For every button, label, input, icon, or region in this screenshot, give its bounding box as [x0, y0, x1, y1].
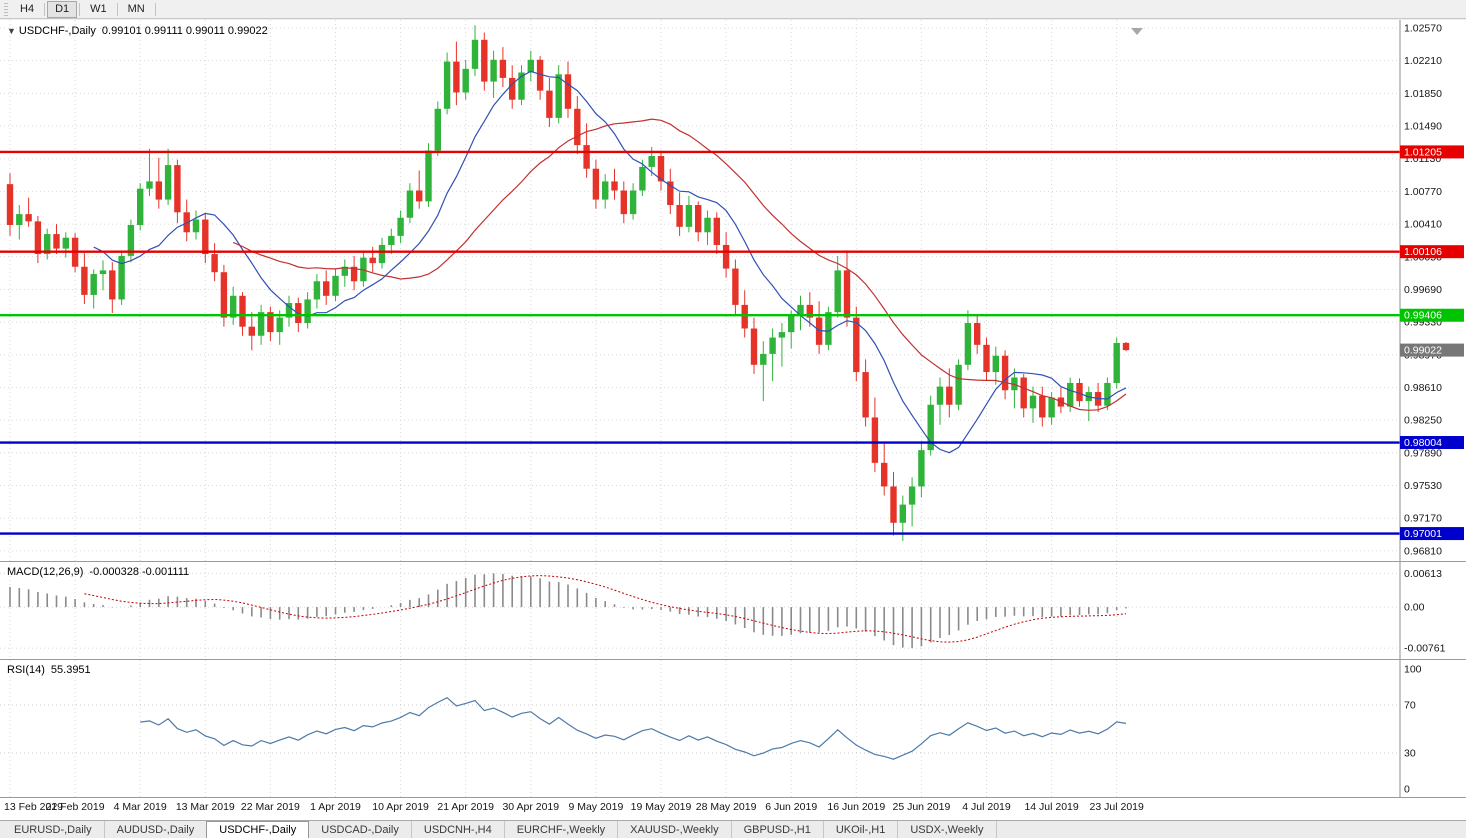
current-price-badge — [1400, 343, 1464, 357]
price-tick-label: 0.98610 — [1404, 382, 1442, 394]
svg-text:0.99406: 0.99406 — [1404, 310, 1442, 322]
period-button-d1[interactable]: D1 — [47, 0, 78, 18]
period-button-h4[interactable]: H4 — [20, 2, 35, 15]
chart-canvas[interactable]: 1.025701.022101.018501.014901.011301.007… — [0, 20, 1466, 820]
date-tick-label: 23 Jul 2019 — [1090, 801, 1144, 813]
period-button-w1[interactable]: W1 — [90, 2, 107, 15]
date-tick-label: 1 Apr 2019 — [310, 801, 361, 813]
rsi-line — [140, 696, 1127, 760]
chart-tab-audusd-daily[interactable]: AUDUSD-,Daily — [105, 821, 208, 838]
moving-average-10-line — [93, 70, 1127, 454]
price-tick-label: 1.00410 — [1404, 219, 1442, 231]
price-badge-0.98004 — [1400, 436, 1464, 450]
chart-tab-ukoil-h1[interactable]: UKOil-,H1 — [824, 821, 899, 838]
price-tick-label: 1.00770 — [1404, 186, 1442, 198]
date-tick-label: 10 Apr 2019 — [372, 801, 429, 813]
chart-tab-usdx-weekly[interactable]: USDX-,Weekly — [898, 821, 997, 838]
price-tick-label: 1.01490 — [1404, 121, 1442, 133]
date-tick-label: 4 Jul 2019 — [962, 801, 1011, 813]
rsi-axis-label: 30 — [1404, 748, 1416, 760]
price-tick-label: 0.97530 — [1404, 480, 1442, 492]
chart-area[interactable]: 1.02570 1.02210 1.01850 1.01490 1.01130 1.007… — [0, 20, 1466, 820]
price-axis[interactable]: 1.025701.022101.018501.014901.011301.007… — [1399, 20, 1464, 797]
chart-tab-eurusd-daily[interactable]: EURUSD-,Daily — [2, 821, 105, 838]
date-tick-label: 4 Mar 2019 — [114, 801, 167, 813]
chart-tab-gbpusd-h1[interactable]: GBPUSD-,H1 — [732, 821, 824, 838]
chart-tab-usdcad-daily[interactable]: USDCAD-,Daily — [309, 821, 412, 838]
toolbar-separator — [79, 2, 81, 16]
svg-text:1.00106: 1.00106 — [1404, 246, 1442, 258]
price-tick-label: 1.01850 — [1404, 88, 1442, 100]
date-tick-label: 9 May 2019 — [568, 801, 623, 813]
date-tick-label: 25 Jun 2019 — [892, 801, 950, 813]
candlestick-series[interactable] — [6, 25, 1130, 541]
date-tick-label: 19 May 2019 — [631, 801, 692, 813]
macd-histogram — [9, 573, 1127, 649]
date-tick-label: 22 Feb 2019 — [46, 801, 105, 813]
date-tick-label: 13 Mar 2019 — [176, 801, 235, 813]
date-tick-label: 30 Apr 2019 — [502, 801, 559, 813]
date-tick-label: 28 May 2019 — [696, 801, 757, 813]
date-tick-label: 13 Feb 2019 — [4, 801, 63, 813]
price-tick-label: 0.97890 — [1404, 447, 1442, 459]
period-button-mn[interactable]: MN — [127, 2, 145, 15]
toolbar-grip[interactable] — [4, 2, 8, 16]
price-tick-label: 0.98250 — [1404, 415, 1442, 427]
macd-axis-label: 0.00613 — [1404, 568, 1442, 580]
price-tick-label: 0.96810 — [1404, 545, 1442, 557]
macd-axis-label: -0.00761 — [1404, 643, 1446, 655]
chart-shift-marker-icon[interactable] — [1131, 28, 1143, 35]
macd-signal-line — [84, 575, 1127, 643]
svg-text:0.97001: 0.97001 — [1404, 528, 1442, 540]
chart-tab-usdchf-daily[interactable]: USDCHF-,Daily — [206, 821, 310, 838]
date-tick-label: 6 Jun 2019 — [765, 801, 817, 813]
date-tick-label: 21 Apr 2019 — [437, 801, 494, 813]
price-tick-label: 0.99690 — [1404, 284, 1442, 296]
chart-tabbar: EURUSD-,Daily AUDUSD-,Daily USDCHF-,Daily U… — [0, 820, 1466, 838]
price-badge-0.99406 — [1400, 308, 1464, 322]
price-badge-1.00106 — [1400, 245, 1464, 259]
rsi-axis-label: 100 — [1404, 664, 1422, 676]
date-tick-label: 16 Jun 2019 — [827, 801, 885, 813]
price-tick-label: 1.02210 — [1404, 55, 1442, 67]
date-tick-label: 14 Jul 2019 — [1024, 801, 1078, 813]
rsi-axis-label: 70 — [1404, 700, 1416, 712]
moving-average-25-line — [232, 118, 1127, 411]
price-tick-label: 0.97170 — [1404, 513, 1442, 525]
svg-text:1.01205: 1.01205 — [1404, 146, 1442, 158]
price-badge-0.97001 — [1400, 527, 1464, 541]
toolbar-separator — [116, 2, 118, 16]
svg-text:0.98004: 0.98004 — [1404, 437, 1442, 449]
toolbar-separator — [154, 2, 156, 16]
timeframe-toolbar: H4 D1 W1 MN — [0, 0, 1466, 19]
rsi-axis-label: 0 — [1404, 784, 1410, 796]
chart-tab-usdcnh-h4[interactable]: USDCNH-,H4 — [412, 821, 505, 838]
macd-axis-label: 0.00 — [1404, 602, 1425, 614]
svg-text:0.99022: 0.99022 — [1404, 345, 1442, 357]
one-click-trading-icon[interactable]: ▼ — [7, 26, 16, 36]
chart-tab-eurchf-weekly[interactable]: EURCHF-,Weekly — [505, 821, 619, 838]
price-tick-label: 1.02570 — [1404, 23, 1442, 35]
chart-tab-xauusd-weekly[interactable]: XAUUSD-,Weekly — [618, 821, 732, 838]
date-tick-label: 22 Mar 2019 — [241, 801, 300, 813]
price-badge-1.01205 — [1400, 145, 1464, 159]
toolbar-separator — [44, 2, 46, 16]
